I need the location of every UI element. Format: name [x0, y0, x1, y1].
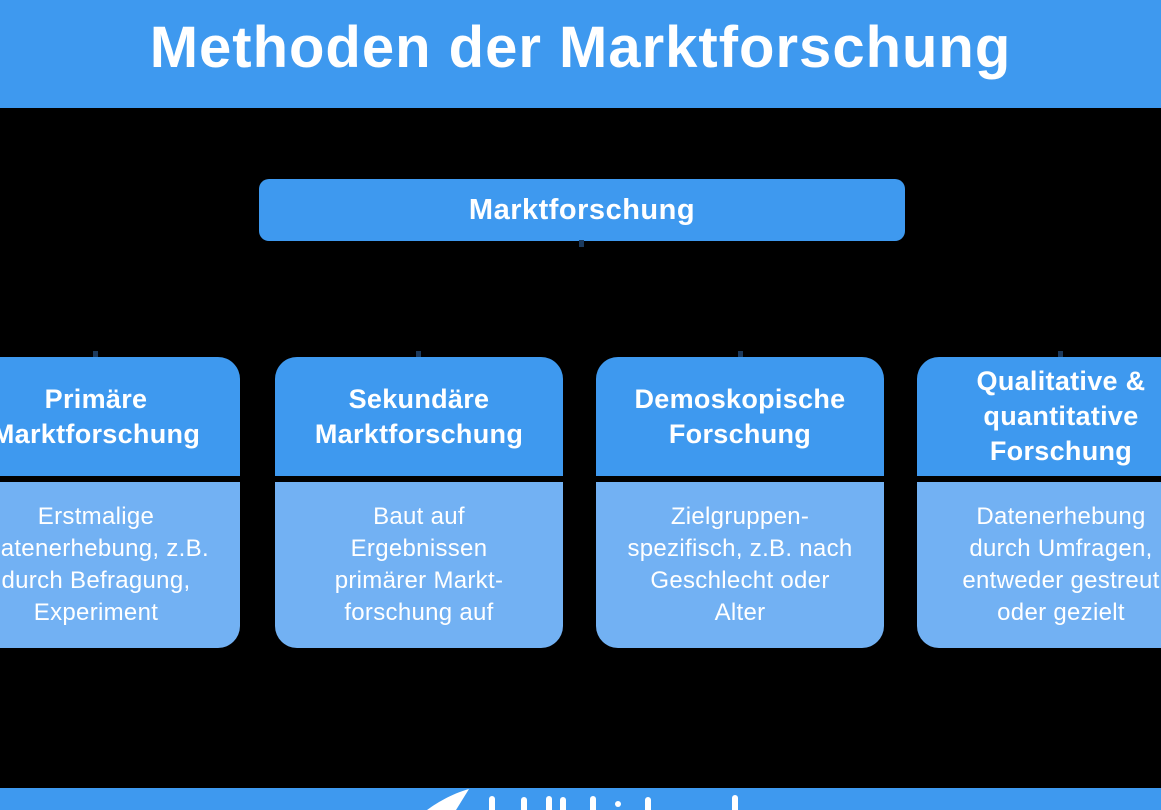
branch-description: Erstmalige Datenerhebung, z.B. durch Bef… — [0, 503, 209, 626]
connector-stub-child-3 — [738, 351, 743, 357]
branch-header: Qualitative & quantitative Forschung — [917, 357, 1161, 476]
glyph-tip — [645, 797, 651, 810]
branch-header: Demoskopische Forschung — [596, 357, 884, 476]
branch-body: Baut auf Ergebnissen primärer Markt- for… — [275, 482, 563, 648]
paper-plane-icon — [427, 789, 469, 810]
branch-body: Erstmalige Datenerhebung, z.B. durch Bef… — [0, 482, 240, 648]
root-node-label: Marktforschung — [468, 193, 696, 226]
connector-stub-child-1 — [93, 351, 98, 357]
glyph-tip — [489, 796, 495, 810]
connector-stub-child-4 — [1058, 351, 1063, 357]
glyph-tip — [560, 797, 566, 810]
glyph-tip — [590, 796, 596, 810]
glyph-tip — [615, 801, 621, 807]
branch-description: Datenerhebung durch Umfragen, entweder g… — [962, 503, 1160, 626]
connector-stub-child-2 — [416, 351, 421, 357]
branch-divider — [917, 476, 1161, 482]
title-bar: Methoden der Marktforschung — [0, 0, 1161, 108]
branch-divider — [0, 476, 240, 482]
root-node-marktforschung: Marktforschung — [259, 179, 905, 241]
branch-divider — [275, 476, 563, 482]
glyph-tip — [546, 796, 552, 810]
branch-header: Sekundäre Marktforschung — [275, 357, 563, 476]
branch-title: Qualitative & quantitative Forschung — [976, 366, 1146, 466]
branch-header: Primäre Marktforschung — [0, 357, 240, 476]
glyph-tip — [732, 795, 738, 810]
footer-bar — [0, 788, 1161, 810]
branch-box-primaere-marktforschung: Primäre Marktforschung Erstmalige Datene… — [0, 357, 240, 648]
branch-body: Datenerhebung durch Umfragen, entweder g… — [917, 482, 1161, 648]
branch-title: Primäre Marktforschung — [0, 383, 201, 449]
page-title: Methoden der Marktforschung — [149, 14, 1012, 80]
branch-divider — [596, 476, 884, 482]
branch-box-demoskopische-forschung: Demoskopische Forschung Zielgruppen- spe… — [596, 357, 884, 648]
branch-box-qualitative-quantitative-forschung: Qualitative & quantitative Forschung Dat… — [917, 357, 1161, 648]
branch-description: Baut auf Ergebnissen primärer Markt- for… — [334, 503, 504, 626]
connector-stub-root — [579, 240, 584, 247]
branch-title: Demoskopische Forschung — [634, 383, 846, 449]
glyph-tip — [521, 797, 527, 810]
branch-body: Zielgruppen- spezifisch, z.B. nach Gesch… — [596, 482, 884, 648]
branch-box-sekundaere-marktforschung: Sekundäre Marktforschung Baut auf Ergebn… — [275, 357, 563, 648]
branch-title: Sekundäre Marktforschung — [314, 383, 524, 449]
branch-description: Zielgruppen- spezifisch, z.B. nach Gesch… — [627, 503, 853, 626]
